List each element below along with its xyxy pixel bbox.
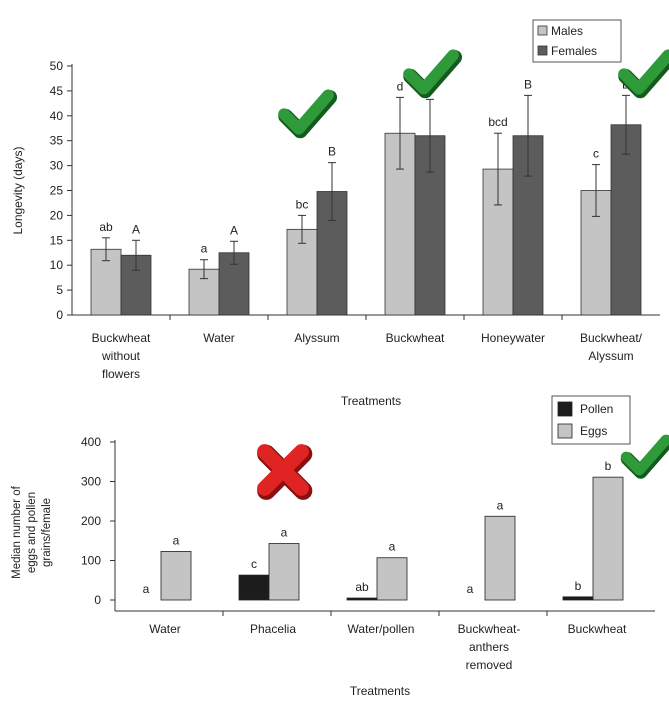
significance-label: ab [355,580,369,594]
y-tick-label: 5 [56,283,63,297]
cross-icon [257,444,313,500]
eggs-pollen-chart: 0 100 200 300 400 Median number of eggs and po… [11,395,669,698]
bar [414,135,446,316]
significance-label: a [389,540,396,554]
cross-icon-stroke [257,444,309,496]
y-tick-label: 400 [81,435,101,449]
check-icon-stroke [618,49,669,95]
significance-label: c [251,557,257,571]
bar [592,476,624,601]
x-tick-label: Alyssum [294,331,339,345]
significance-label: bcd [488,115,507,129]
x-tick-label: Water [149,622,181,636]
x-tick-label: Buckwheat [568,622,627,636]
y-tick-label: 45 [50,84,64,98]
x-axis-label: Treatments [350,684,410,698]
significance-label: bc [296,197,309,211]
x-tick-label: Buckwheat [386,331,445,345]
bar [238,574,270,601]
significance-label: b [605,459,612,473]
longevity-chart: 0 5 10 15 20 25 30 35 40 45 50 Longevity (days) Trea… [11,19,669,408]
bar [512,135,544,316]
significance-label: a [467,582,474,596]
bar [268,543,300,601]
legend-swatch [557,401,573,417]
legend-label: Females [551,44,597,58]
x-tick-label: removed [466,658,513,672]
significance-label: b [575,579,582,593]
significance-label: A [230,223,238,237]
significance-label: d [397,79,404,93]
check-icon-stroke [278,89,334,135]
y-tick-label: 300 [81,475,101,489]
legend-swatch [537,45,548,56]
y-tick-label: 25 [50,184,64,198]
x-tick-label: flowers [102,367,140,381]
y-tick-label: 200 [81,514,101,528]
significance-label: a [173,533,180,547]
x-axis-label: Treatments [341,394,401,408]
legend-swatch [557,423,573,439]
significance-label: ab [99,220,113,234]
x-tick-label: Honeywater [481,331,545,345]
y-tick-label: 100 [81,554,101,568]
y-axis-label: Longevity (days) [11,146,25,234]
y-tick-label: 15 [50,233,64,247]
check-icon-stroke [403,49,459,95]
check-icon [618,49,669,99]
check-icon [403,49,463,99]
bar [562,596,594,601]
y-tick-label: 10 [50,258,64,272]
check-icon [278,89,338,139]
significance-label: a [143,582,150,596]
check-icon [620,434,669,479]
legend-label: Eggs [580,424,607,438]
x-tick-label: Alyssum [588,349,633,363]
y-axis-label: grains/female [41,498,53,567]
x-tick-label: Water [203,331,235,345]
x-tick-label: without [101,349,141,363]
y-tick-label: 50 [50,59,64,73]
bar [160,551,192,601]
x-tick-label: Buckwheat/ [580,331,643,345]
x-tick-label: Buckwheat [92,331,151,345]
y-tick-label: 0 [56,308,63,322]
significance-label: B [328,145,336,159]
significance-label: a [201,242,208,256]
x-tick-label: anthers [469,640,509,654]
legend-box [532,19,622,63]
y-tick-label: 0 [94,593,101,607]
significance-label: c [593,147,599,161]
significance-label: a [281,526,288,540]
y-axis-label: Median number of [11,485,23,578]
y-tick-label: 20 [50,208,64,222]
significance-label: A [132,222,140,236]
y-tick-label: 30 [50,159,64,173]
check-icon-stroke [620,434,669,476]
legend-label: Pollen [580,402,613,416]
y-tick-label: 35 [50,134,64,148]
y-axis-label: eggs and pollen [26,492,38,573]
bar [376,557,408,601]
legend-swatch [537,25,548,36]
y-tick-label: 40 [50,109,64,123]
x-tick-label: Phacelia [250,622,296,636]
significance-label: B [524,77,532,91]
bar [346,597,378,601]
significance-label: a [497,498,504,512]
x-tick-label: Buckwheat- [458,622,521,636]
legend-label: Males [551,24,583,38]
bar [484,515,516,601]
x-tick-label: Water/pollen [348,622,415,636]
